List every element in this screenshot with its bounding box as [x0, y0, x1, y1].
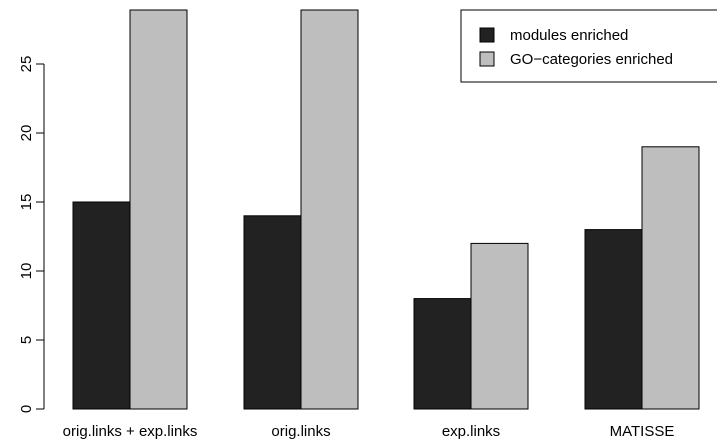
y-axis: 0 5 10 15 20 25: [18, 56, 45, 413]
y-tick-label: 5: [18, 336, 35, 344]
y-tick-label: 20: [18, 125, 35, 142]
category-labels: orig.links + exp.links orig.links exp.link…: [63, 423, 675, 440]
bar-go-categories-3: [641, 146, 700, 410]
bars: [72, 9, 700, 410]
legend-swatch: [479, 27, 495, 43]
bar-go-categories-1: [300, 9, 359, 410]
legend-label: GO−categories enriched: [510, 51, 673, 68]
bar-go-categories-0: [129, 9, 188, 410]
category-label: exp.links: [442, 423, 500, 440]
category-label: MATISSE: [610, 423, 675, 440]
category-label: orig.links + exp.links: [63, 423, 198, 440]
bar-go-categories-2: [470, 242, 529, 410]
legend: modules enriched GO−categories enriched: [460, 9, 717, 83]
legend-box: [460, 9, 717, 83]
category-label: orig.links: [271, 423, 330, 440]
bar-modules-1: [243, 215, 302, 410]
legend-label: modules enriched: [510, 27, 628, 44]
y-tick-label: 0: [18, 405, 35, 413]
legend-swatch: [479, 51, 495, 67]
bar-modules-3: [584, 229, 643, 410]
bar-modules-0: [72, 201, 131, 410]
bar-modules-2: [413, 298, 472, 410]
y-tick-label: 15: [18, 194, 35, 211]
y-tick-label: 25: [18, 56, 35, 73]
y-tick-label: 10: [18, 263, 35, 280]
